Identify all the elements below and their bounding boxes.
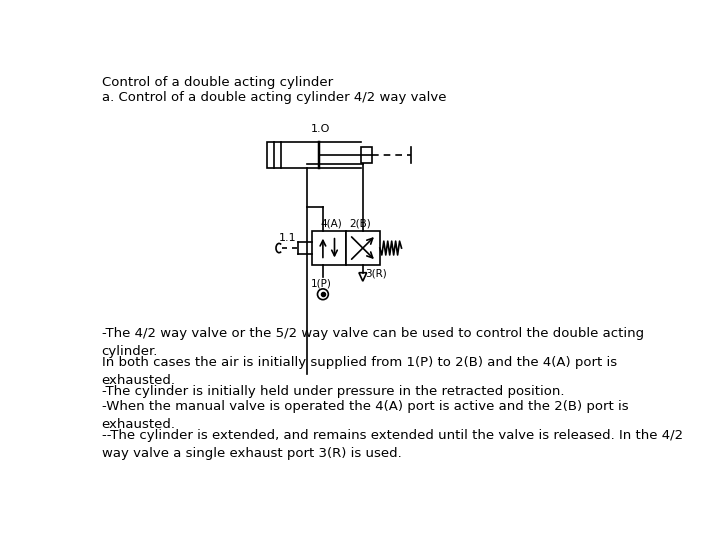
Bar — [346, 231, 380, 265]
Text: -When the manual valve is operated the 4(A) port is active and the 2(B) port is
: -When the manual valve is operated the 4… — [102, 400, 629, 431]
Bar — [361, 147, 372, 163]
Circle shape — [318, 289, 328, 300]
Text: 3(R): 3(R) — [365, 269, 387, 279]
Text: a. Control of a double acting cylinder 4/2 way valve: a. Control of a double acting cylinder 4… — [102, 91, 446, 104]
Text: In both cases the air is initially supplied from 1(P) to 2(B) and the 4(A) port : In both cases the air is initially suppl… — [102, 356, 617, 387]
Bar — [312, 231, 346, 265]
Text: 1.1: 1.1 — [279, 233, 297, 244]
Text: 1.O: 1.O — [311, 124, 330, 134]
Text: 1(P): 1(P) — [311, 279, 332, 289]
Bar — [266, 142, 281, 168]
Text: Control of a double acting cylinder: Control of a double acting cylinder — [102, 76, 333, 89]
Text: -The cylinder is initially held under pressure in the retracted position.: -The cylinder is initially held under pr… — [102, 385, 564, 398]
Text: -The 4/2 way valve or the 5/2 way valve can be used to control the double acting: -The 4/2 way valve or the 5/2 way valve … — [102, 327, 644, 357]
Text: 2(B): 2(B) — [349, 219, 371, 229]
Text: --The cylinder is extended, and remains extended until the valve is released. In: --The cylinder is extended, and remains … — [102, 429, 683, 460]
Text: 4(A): 4(A) — [321, 219, 343, 229]
